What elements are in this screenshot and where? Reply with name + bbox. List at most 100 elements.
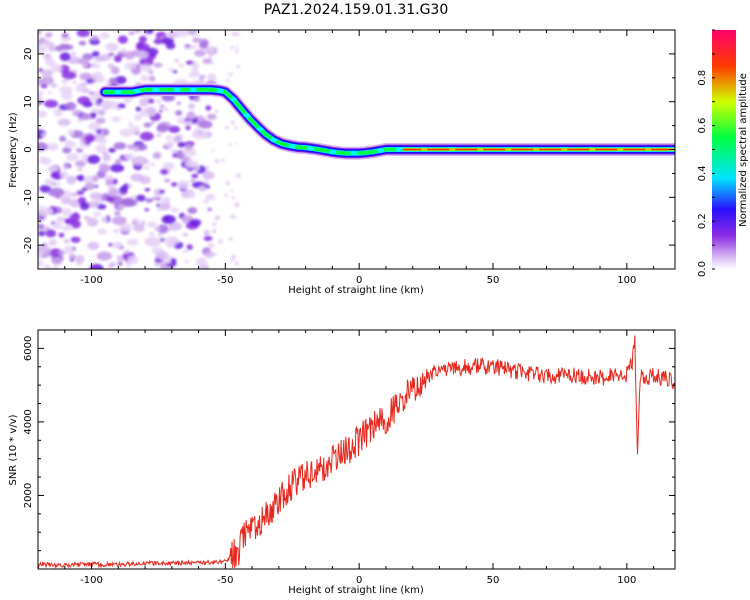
y-tick-label: -10 bbox=[23, 189, 34, 205]
noise-speckle bbox=[124, 62, 138, 70]
noise-speckle bbox=[147, 98, 155, 104]
noise-speckle bbox=[149, 239, 157, 245]
noise-speckle bbox=[66, 56, 81, 65]
noise-speckle bbox=[83, 175, 94, 185]
noise-speckle bbox=[205, 105, 212, 111]
noise-speckle bbox=[153, 62, 163, 68]
noise-speckle bbox=[117, 261, 123, 267]
noise-speckle bbox=[234, 142, 238, 145]
noise-speckle bbox=[107, 63, 115, 69]
noise-speckle bbox=[38, 230, 46, 237]
noise-speckle bbox=[44, 58, 56, 67]
noise-speckle bbox=[188, 103, 195, 110]
noise-speckle bbox=[111, 66, 120, 75]
noise-speckle bbox=[119, 185, 128, 194]
noise-speckle bbox=[206, 113, 217, 120]
noise-speckle bbox=[134, 113, 142, 121]
noise-speckle bbox=[42, 243, 47, 247]
noise-speckle bbox=[77, 174, 85, 182]
noise-speckle bbox=[187, 191, 196, 199]
noise-speckle bbox=[123, 198, 138, 207]
noise-speckle bbox=[191, 173, 199, 179]
noise-speckle bbox=[157, 259, 164, 263]
noise-speckle bbox=[140, 74, 150, 82]
noise-speckles bbox=[38, 30, 241, 269]
noise-speckle bbox=[172, 153, 178, 158]
noise-speckle bbox=[59, 86, 73, 94]
x-tick-label: 100 bbox=[617, 575, 636, 586]
noise-speckle bbox=[207, 46, 215, 54]
x-tick-label: -50 bbox=[217, 275, 233, 286]
noise-speckle bbox=[187, 149, 197, 157]
noise-speckle bbox=[138, 50, 149, 59]
noise-speckle bbox=[171, 150, 178, 154]
noise-speckle bbox=[38, 259, 44, 267]
noise-speckle bbox=[59, 43, 66, 48]
noise-speckle bbox=[124, 249, 130, 254]
noise-speckle bbox=[135, 42, 150, 51]
noise-speckle bbox=[145, 30, 154, 35]
noise-speckle bbox=[84, 135, 97, 143]
ridge-blob bbox=[270, 137, 278, 142]
ridge-blob bbox=[216, 88, 224, 93]
noise-speckle bbox=[42, 39, 52, 48]
noise-speckle bbox=[108, 52, 115, 57]
noise-speckle bbox=[93, 211, 102, 217]
noise-speckle bbox=[91, 71, 103, 81]
ridge-blob bbox=[307, 146, 315, 151]
noise-speckle bbox=[112, 241, 123, 249]
noise-speckle bbox=[147, 221, 157, 228]
spectrogram-y-label: Frequency (Hz) bbox=[8, 112, 19, 188]
noise-speckle bbox=[171, 182, 178, 187]
noise-speckle bbox=[150, 120, 155, 125]
noise-speckle bbox=[62, 146, 72, 154]
noise-speckle bbox=[235, 32, 240, 37]
noise-speckle bbox=[63, 239, 70, 244]
noise-speckle bbox=[116, 255, 124, 262]
noise-speckle bbox=[74, 255, 85, 263]
noise-speckle bbox=[186, 244, 193, 251]
noise-speckle bbox=[78, 40, 87, 46]
noise-speckle bbox=[113, 228, 120, 234]
noise-speckle bbox=[154, 226, 161, 232]
noise-speckle bbox=[44, 178, 53, 186]
noise-speckle bbox=[57, 118, 71, 127]
noise-speckle bbox=[96, 251, 113, 261]
noise-speckle bbox=[77, 96, 91, 105]
noise-speckle bbox=[203, 199, 210, 204]
noise-speckle bbox=[124, 153, 134, 160]
noise-speckle bbox=[192, 37, 202, 43]
noise-speckle bbox=[214, 109, 219, 114]
noise-speckle bbox=[191, 62, 200, 71]
noise-speckle bbox=[170, 258, 177, 264]
noise-speckle bbox=[59, 135, 67, 142]
noise-speckle bbox=[71, 80, 78, 85]
noise-speckle bbox=[89, 192, 103, 200]
noise-speckle bbox=[184, 44, 191, 48]
spectrogram-y-ticks: -20 -10 0 10 20 bbox=[23, 29, 675, 270]
noise-speckle bbox=[113, 55, 122, 63]
noise-speckle bbox=[231, 31, 237, 37]
colorbar: 0.0 0.2 0.4 0.6 0.8 Normalized spectral ampl… bbox=[697, 29, 749, 277]
noise-speckle bbox=[182, 249, 189, 254]
noise-speckle bbox=[98, 164, 110, 173]
y-tick-label: 6000 bbox=[23, 336, 34, 361]
noise-speckle bbox=[120, 48, 128, 54]
noise-speckle bbox=[44, 99, 59, 108]
noise-speckle bbox=[57, 216, 64, 222]
noise-speckle bbox=[139, 175, 151, 185]
noise-speckle bbox=[88, 91, 96, 96]
noise-speckle bbox=[132, 145, 140, 153]
noise-speckle bbox=[159, 203, 171, 211]
noise-speckle bbox=[231, 196, 236, 200]
noise-speckle bbox=[84, 216, 90, 220]
noise-speckle bbox=[188, 218, 202, 227]
noise-speckle bbox=[128, 122, 134, 127]
noise-speckle bbox=[50, 63, 63, 73]
spectrogram-x-ticks: -100 -50 0 50 100 bbox=[37, 30, 655, 286]
noise-speckle bbox=[176, 101, 181, 105]
ridge-blob bbox=[152, 87, 160, 92]
noise-speckle bbox=[185, 124, 191, 131]
noise-speckle bbox=[77, 57, 90, 65]
